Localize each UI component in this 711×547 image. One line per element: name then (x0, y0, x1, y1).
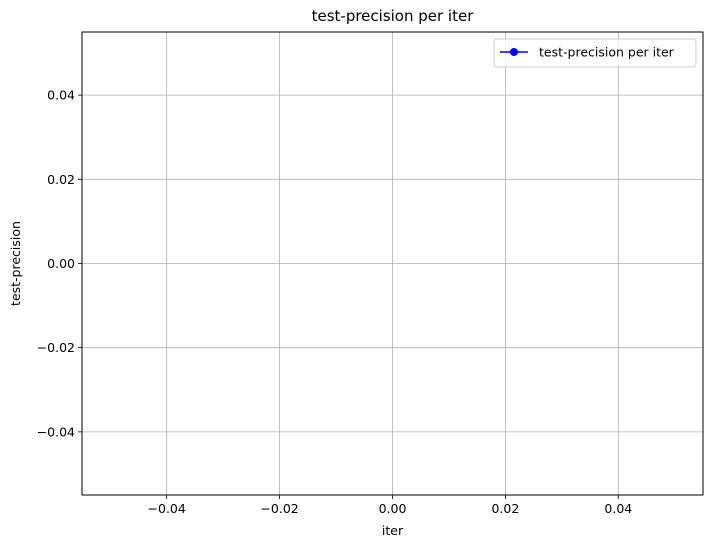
legend-entry-label: test-precision per iter (539, 45, 675, 60)
legend: test-precision per iter (493, 38, 697, 68)
legend-box (493, 38, 697, 68)
y-tick-label: −0.04 (37, 424, 75, 439)
x-tick-label: 0.00 (379, 501, 407, 516)
x-tick-label: −0.04 (148, 501, 186, 516)
chart-title: test-precision per iter (312, 7, 475, 25)
y-tick-label: 0.00 (47, 256, 75, 271)
y-axis-label: test-precision (8, 221, 23, 306)
y-tick-label: 0.04 (47, 88, 75, 103)
x-axis-label: iter (382, 523, 404, 538)
x-tick-label: 0.02 (491, 501, 519, 516)
x-tick-label: −0.02 (260, 501, 298, 516)
legend-marker-icon (510, 48, 518, 56)
y-axis-ticks: −0.04 −0.02 0.00 0.02 0.04 (37, 88, 82, 439)
x-tick-label: 0.04 (604, 501, 632, 516)
x-axis-ticks: −0.04 −0.02 0.00 0.02 0.04 (148, 495, 632, 516)
y-tick-label: −0.02 (37, 340, 75, 355)
y-tick-label: 0.02 (47, 172, 75, 187)
grid-lines (82, 32, 703, 495)
